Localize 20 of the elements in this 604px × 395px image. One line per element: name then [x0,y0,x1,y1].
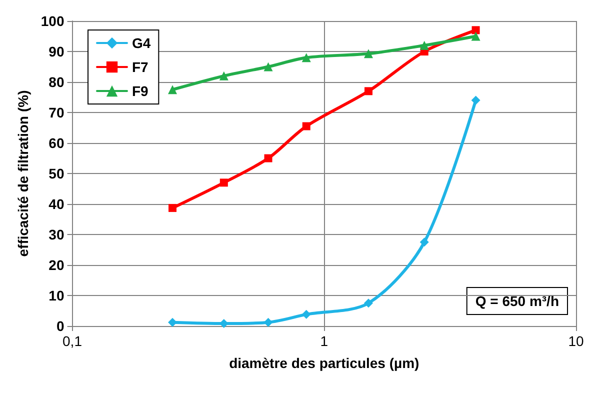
y-tick-label: 30 [48,226,64,242]
y-tick-label: 70 [48,104,64,120]
legend-label: F9 [132,83,149,99]
y-tick-label: 40 [48,196,64,212]
y-tick-label: 20 [48,257,64,273]
x-tick-label: 10 [568,333,584,349]
y-tick-label: 60 [48,135,64,151]
legend-label: G4 [132,35,151,51]
y-tick-label: 100 [40,13,64,29]
x-tick-label: 0,1 [62,333,82,349]
x-axis-title: diamètre des particules (µm) [229,355,420,371]
legend-label: F7 [132,59,149,75]
y-tick-label: 80 [48,74,64,90]
y-tick-label: 0 [56,318,64,334]
annotation: Q = 650 m³/h [475,293,560,309]
y-tick-label: 90 [48,44,64,60]
y-tick-label: 10 [48,288,64,304]
y-tick-label: 50 [48,166,64,182]
y-axis-title: efficacité de filtration (%) [15,90,31,257]
x-tick-label: 1 [320,333,328,349]
